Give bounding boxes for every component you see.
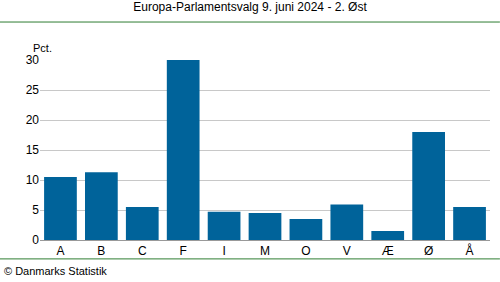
svg-text:Ø: Ø — [424, 244, 433, 258]
svg-text:M: M — [260, 244, 270, 258]
svg-text:15: 15 — [26, 143, 40, 157]
svg-text:© Danmarks Statistik: © Danmarks Statistik — [4, 265, 107, 277]
svg-text:Pct.: Pct. — [33, 42, 52, 54]
svg-text:Å: Å — [466, 243, 474, 258]
svg-text:30: 30 — [26, 53, 40, 67]
svg-text:V: V — [343, 244, 351, 258]
svg-text:C: C — [138, 244, 147, 258]
svg-text:0: 0 — [32, 233, 39, 247]
svg-text:A: A — [56, 244, 64, 258]
svg-text:B: B — [97, 244, 105, 258]
svg-text:10: 10 — [26, 173, 40, 187]
svg-text:O: O — [301, 244, 310, 258]
svg-text:Æ: Æ — [382, 244, 394, 258]
svg-text:25: 25 — [26, 83, 40, 97]
svg-text:5: 5 — [32, 203, 39, 217]
svg-text:Europa-Parlamentsvalg 9. juni: Europa-Parlamentsvalg 9. juni 2024 - 2. … — [133, 0, 367, 14]
svg-text:20: 20 — [26, 113, 40, 127]
svg-text:I: I — [222, 244, 225, 258]
svg-text:F: F — [180, 244, 187, 258]
